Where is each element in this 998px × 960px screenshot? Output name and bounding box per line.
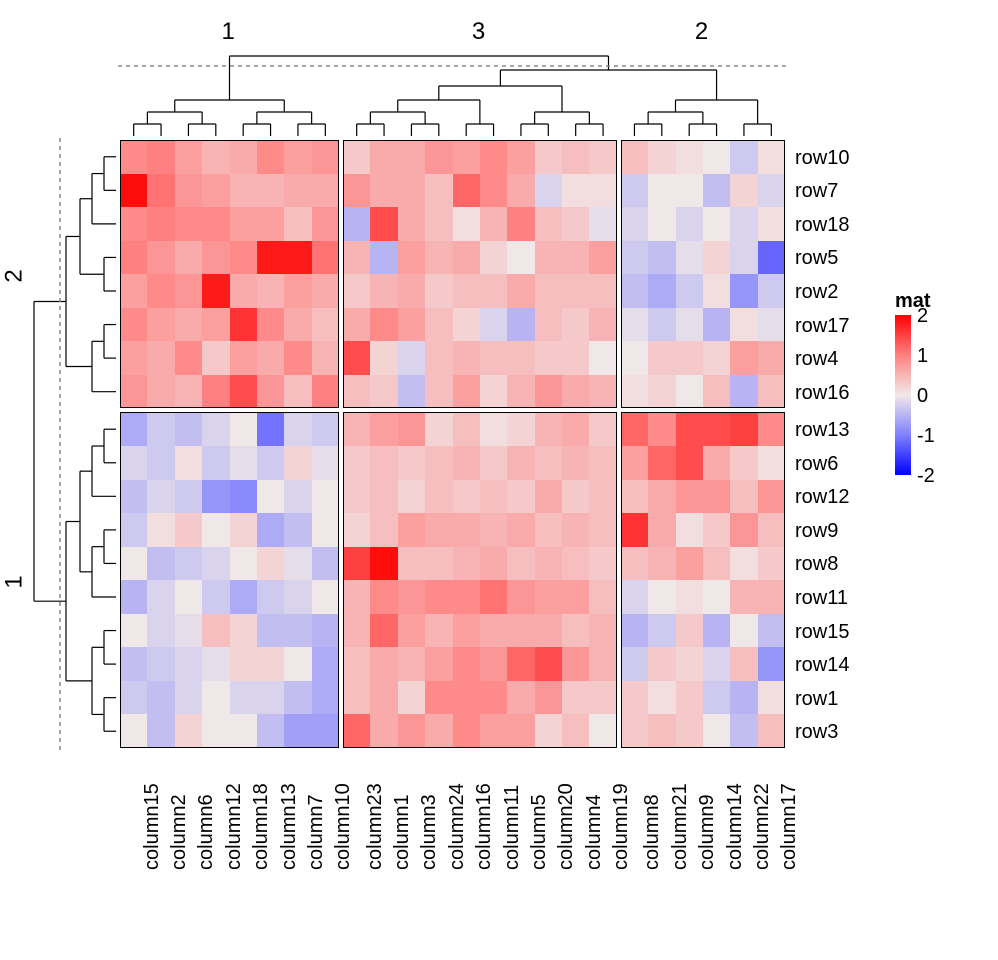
dendrogram-svg — [0, 0, 998, 960]
